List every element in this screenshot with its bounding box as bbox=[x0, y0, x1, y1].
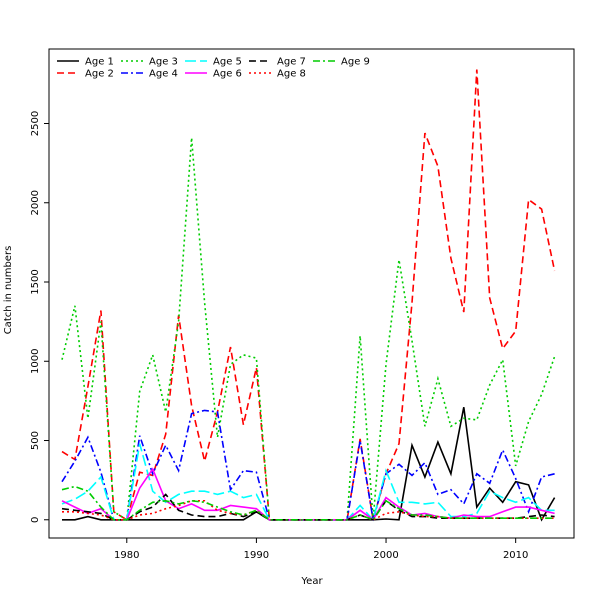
y-tick-label: 2000 bbox=[30, 190, 41, 215]
series-line-age-1 bbox=[62, 407, 556, 522]
legend-label-age-9: Age 9 bbox=[341, 57, 370, 68]
legend-label-age-8: Age 8 bbox=[277, 69, 306, 80]
y-tick-label: 1500 bbox=[30, 269, 41, 294]
x-axis: 1980 1990 2000 2010 bbox=[114, 538, 528, 561]
series-line-age-3 bbox=[61, 137, 556, 522]
x-tick-label: 2010 bbox=[503, 550, 528, 561]
y-tick-label: 500 bbox=[30, 431, 41, 450]
y-tick-label: 0 bbox=[30, 517, 41, 523]
x-tick-label: 2000 bbox=[373, 550, 398, 561]
x-tick-label: 1980 bbox=[114, 550, 139, 561]
y-tick-label: 2500 bbox=[30, 111, 41, 136]
legend-label-age-1: Age 1 bbox=[85, 57, 114, 68]
series-line-age-4 bbox=[61, 409, 555, 521]
legend-label-age-4: Age 4 bbox=[149, 69, 178, 80]
y-axis: 0 500 1000 1500 2000 2500 bbox=[30, 111, 49, 523]
legend-label-age-5: Age 5 bbox=[213, 57, 242, 68]
series-layer bbox=[61, 69, 556, 522]
plot-frame bbox=[48, 48, 575, 539]
legend-label-age-2: Age 2 bbox=[85, 69, 114, 80]
legend-label-age-3: Age 3 bbox=[149, 57, 178, 68]
series-line-age-2 bbox=[61, 69, 556, 522]
y-tick-label: 1000 bbox=[30, 349, 41, 374]
series-line-age-5 bbox=[61, 443, 555, 522]
x-axis-title: Year bbox=[300, 576, 323, 587]
y-axis-title: Catch in numbers bbox=[3, 246, 14, 335]
legend-label-age-7: Age 7 bbox=[277, 57, 306, 68]
series-line-age-9 bbox=[61, 485, 555, 521]
legend-label-age-6: Age 6 bbox=[213, 69, 242, 80]
x-tick-label: 1990 bbox=[244, 550, 269, 561]
